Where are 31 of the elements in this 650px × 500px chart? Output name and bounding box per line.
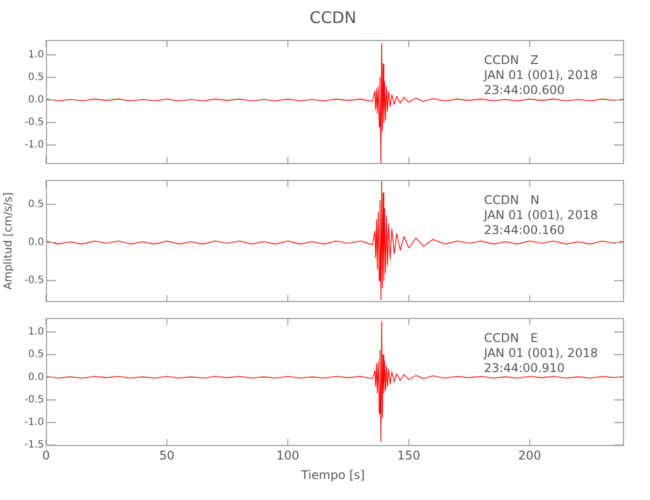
y-tick-label: 1.0	[28, 326, 44, 338]
y-tick-label: 0.5	[28, 72, 44, 84]
y-tick-label: -0.5	[24, 117, 44, 128]
annotation: JAN 01 (001), 2018	[483, 346, 598, 360]
y-tick-label: 1.0	[28, 49, 44, 60]
annotation: JAN 01 (001), 2018	[483, 68, 598, 82]
y-tick-label: -1.0	[24, 140, 44, 151]
annotation: 23:44:00.600	[484, 83, 565, 98]
annotation: CCDN N	[484, 193, 540, 208]
x-tick-label: 0	[42, 448, 50, 462]
x-axis-title: Tiempo [s]	[300, 468, 366, 482]
annotation: CCDN Z	[484, 53, 539, 68]
annotation: CCDN E	[484, 331, 538, 346]
y-tick-label: 0.0	[28, 372, 44, 383]
annotation: JAN 01 (001), 2018	[483, 208, 598, 222]
y-tick-label: -1.5	[24, 440, 44, 451]
x-tick-label: 50	[159, 448, 175, 462]
x-tick-label: 150	[397, 448, 420, 462]
y-tick-label: 0.0	[28, 237, 44, 248]
x-tick-label: 200	[518, 448, 542, 462]
annotation: 23:44:00.910	[484, 361, 565, 376]
y-tick-label: -0.5	[24, 394, 44, 406]
y-tick-label: 0.0	[28, 94, 44, 106]
y-tick-label: 0.5	[28, 198, 44, 210]
y-tick-label: 0.5	[28, 349, 44, 360]
x-tick-label: 100	[276, 448, 300, 462]
y-tick-label: -1.0	[24, 417, 44, 428]
y-axis-title: Amplitud [cm/s/s]	[2, 192, 14, 290]
y-tick-label: -0.5	[24, 275, 44, 286]
annotation: 23:44:00.160	[484, 223, 565, 238]
chart-title: CCDN	[308, 8, 358, 27]
